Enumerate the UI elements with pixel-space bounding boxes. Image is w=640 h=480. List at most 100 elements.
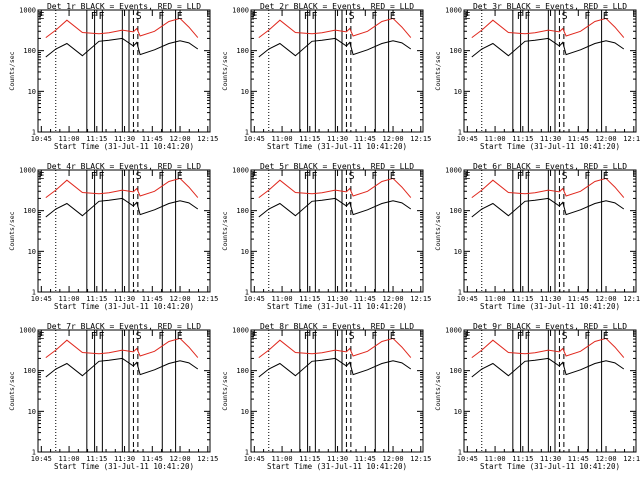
x-tick-label: 11:15 [512, 295, 533, 303]
boundary-marker-label: S [136, 11, 142, 22]
x-tick-label: 11:30 [114, 455, 135, 463]
boundary-marker-label: F [524, 331, 530, 342]
x-tick-label: 11:30 [327, 135, 348, 143]
plot-frame [37, 9, 211, 133]
boundary-marker-label: E [39, 331, 45, 342]
series-line-lld [258, 177, 412, 198]
y-tick-label: 10 [28, 248, 36, 256]
y-tick-label: 100 [23, 367, 36, 375]
series-line-lld [471, 17, 625, 38]
boundary-marker-label: F [517, 11, 523, 22]
boundary-marker-label: F [311, 11, 317, 22]
boundary-marker-label: E [390, 11, 396, 22]
x-tick-label: 11:15 [86, 295, 107, 303]
boundary-marker-label: E [177, 331, 183, 342]
x-tick-label: 11:00 [485, 455, 506, 463]
boundary-marker-label: E [39, 171, 45, 182]
x-tick-label: 12:00 [595, 135, 616, 143]
x-tick-label: 11:00 [59, 135, 80, 143]
y-tick-label: 1000 [19, 327, 36, 335]
x-axis-label: Start Time (31-Jul-11 10:41:20) [54, 302, 194, 311]
y-tick-label: 1000 [232, 327, 249, 335]
x-tick-label: 12:15 [623, 295, 640, 303]
x-tick-label: 10:45 [244, 135, 265, 143]
x-tick-label: 11:30 [540, 295, 561, 303]
x-tick-label: 11:30 [327, 295, 348, 303]
x-tick-label: 10:45 [31, 455, 52, 463]
plot-frame [250, 329, 424, 453]
x-tick-label: 12:15 [197, 295, 218, 303]
panel-title: Det 5r BLACK = Events, RED = LLD [260, 162, 414, 171]
x-axis-label: Start Time (31-Jul-11 10:41:20) [267, 142, 407, 151]
boundary-marker-label: F [371, 11, 377, 22]
boundary-marker-label: F [304, 331, 310, 342]
boundary-marker-label: F [98, 11, 104, 22]
y-tick-label: 1000 [445, 167, 462, 175]
x-tick-label: 11:00 [59, 455, 80, 463]
y-axis-label: Counts/sec [434, 371, 442, 410]
boundary-marker-label: S [349, 11, 355, 22]
boundary-marker-label: E [390, 331, 396, 342]
boundary-marker-label: E [465, 171, 471, 182]
y-tick-label: 10 [28, 408, 36, 416]
y-tick-label: 100 [449, 207, 462, 215]
boundary-marker-label: S [562, 11, 568, 22]
y-tick-label: 1000 [445, 7, 462, 15]
x-tick-label: 10:45 [244, 455, 265, 463]
boundary-marker-label: F [98, 171, 104, 182]
boundary-marker-label: F [371, 331, 377, 342]
plot-frame [463, 329, 637, 453]
x-tick-label: 12:00 [595, 455, 616, 463]
series-line-lld [258, 337, 412, 358]
x-tick-label: 12:15 [410, 455, 431, 463]
y-tick-label: 1000 [19, 7, 36, 15]
series-line-lld [45, 177, 199, 198]
boundary-marker-label: F [311, 331, 317, 342]
x-tick-label: 11:15 [299, 455, 320, 463]
y-tick-label: 100 [449, 367, 462, 375]
x-axis-label: Start Time (31-Jul-11 10:41:20) [54, 142, 194, 151]
panel-det-3r: Det 3r BLACK = Events, RED = LLD 1 10 100 10… [434, 2, 640, 151]
x-tick-label: 11:45 [355, 135, 376, 143]
y-tick-label: 10 [28, 88, 36, 96]
series-line-lld [258, 17, 412, 38]
panel-title: Det 4r BLACK = Events, RED = LLD [47, 162, 201, 171]
series-line-events [258, 37, 412, 58]
boundary-marker-label: F [371, 171, 377, 182]
x-tick-label: 11:00 [272, 295, 293, 303]
boundary-marker-label: F [311, 171, 317, 182]
x-axis-label: Start Time (31-Jul-11 10:41:20) [480, 142, 620, 151]
y-tick-label: 10 [454, 408, 462, 416]
boundary-marker-label: F [304, 11, 310, 22]
boundary-marker-label: F [517, 331, 523, 342]
x-axis-label: Start Time (31-Jul-11 10:41:20) [267, 302, 407, 311]
x-tick-label: 12:15 [623, 135, 640, 143]
panel-det-2r: Det 2r BLACK = Events, RED = LLD 1 10 100 10… [221, 2, 431, 151]
y-axis-label: Counts/sec [8, 211, 16, 250]
y-tick-label: 1 [32, 289, 36, 297]
panel-title: Det 7r BLACK = Events, RED = LLD [47, 322, 201, 331]
boundary-marker-label: E [39, 11, 45, 22]
y-tick-label: 1 [245, 449, 249, 457]
boundary-marker-label: S [349, 331, 355, 342]
panel-title: Det 6r BLACK = Events, RED = LLD [473, 162, 627, 171]
x-tick-label: 12:15 [410, 135, 431, 143]
x-tick-label: 11:15 [86, 455, 107, 463]
panel-title: Det 8r BLACK = Events, RED = LLD [260, 322, 414, 331]
y-tick-label: 1000 [232, 167, 249, 175]
y-tick-label: 1 [458, 129, 462, 137]
y-tick-label: 10 [454, 248, 462, 256]
x-tick-label: 11:15 [512, 455, 533, 463]
x-tick-label: 12:15 [197, 455, 218, 463]
series-line-lld [471, 337, 625, 358]
panel-det-8r: Det 8r BLACK = Events, RED = LLD 1 10 100 10… [221, 322, 431, 471]
plot-frame [37, 169, 211, 293]
boundary-marker-label: E [390, 171, 396, 182]
x-tick-label: 11:45 [355, 455, 376, 463]
series-line-lld [45, 337, 199, 358]
y-axis-label: Counts/sec [221, 211, 229, 250]
x-tick-label: 11:30 [114, 135, 135, 143]
x-tick-label: 12:00 [169, 455, 190, 463]
x-axis-label: Start Time (31-Jul-11 10:41:20) [480, 302, 620, 311]
